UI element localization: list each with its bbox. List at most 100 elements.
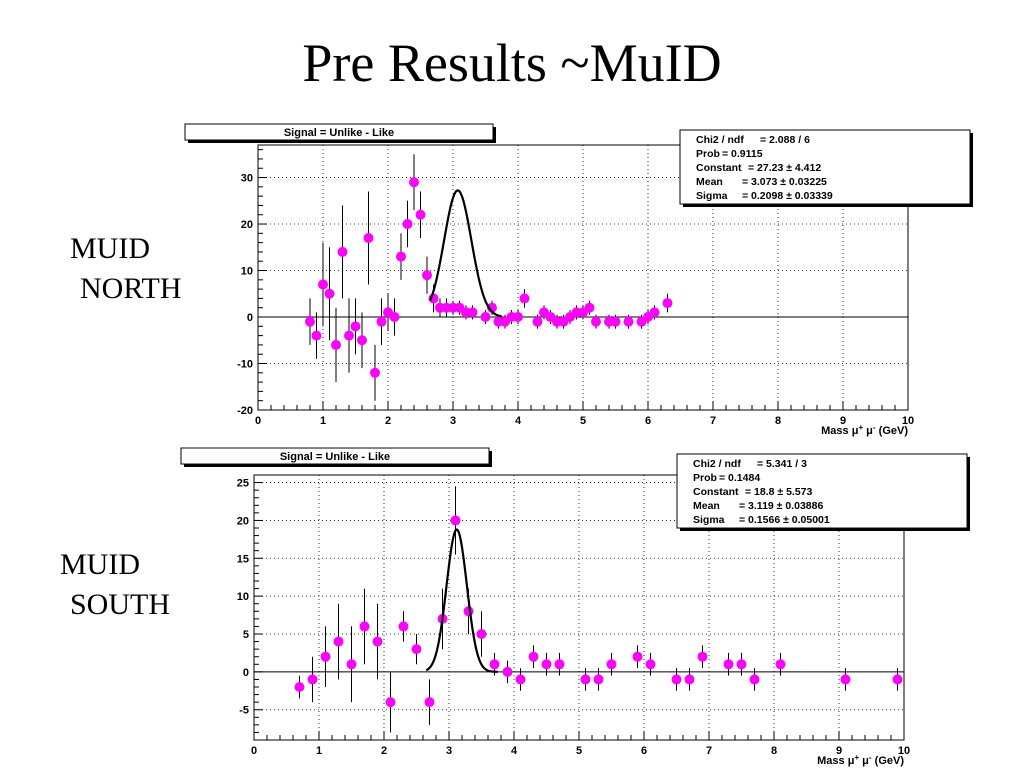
north-data-point: [467, 307, 478, 318]
south-data-point: [528, 651, 539, 662]
north-data-point: [623, 316, 634, 327]
south-x-tick-label: 1: [316, 745, 322, 757]
south-data-point: [333, 636, 344, 647]
north-x-tick-label: 4: [515, 415, 522, 427]
south-label-line-1: MUID: [60, 548, 140, 581]
north-y-tick-label: 10: [241, 266, 253, 278]
north-chart: 0 1 2 3 4 5 6 7 8 9 10 -20 -10 0 10 20 30 Mass μ+ μ- (GeV…: [184, 123, 973, 437]
north-data-point: [610, 316, 621, 327]
north-data-point: [324, 288, 335, 299]
north-stat-value: = 2.088 / 6: [760, 134, 810, 146]
south-stat-name: Constant: [693, 486, 739, 498]
north-chart-title: Signal = Unlike - Like: [284, 127, 394, 139]
south-data-point: [593, 674, 604, 685]
south-x-tick-label: 6: [641, 745, 647, 757]
south-title-box: [180, 447, 490, 465]
south-gaussian-fit-curve: [425, 528, 498, 673]
south-data-point: [697, 651, 708, 662]
south-stat-name: Chi2 / ndf: [693, 458, 741, 470]
north-data-point: [584, 302, 595, 313]
south-x-tick-label: 4: [511, 745, 518, 757]
north-y-tick-label: -10: [237, 359, 253, 371]
north-data-point: [480, 312, 491, 323]
north-data-point: [415, 209, 426, 220]
north-data-point: [357, 335, 367, 346]
south-data-point: [398, 621, 409, 632]
north-data-point: [370, 367, 380, 378]
south-data-point: [515, 674, 526, 685]
north-x-tick-label: 6: [645, 415, 651, 427]
south-data-point: [684, 674, 695, 685]
south-data-point: [424, 697, 435, 708]
north-data-point: [344, 330, 354, 341]
south-data-point: [749, 674, 760, 685]
north-x-tick-label: 2: [385, 415, 391, 427]
north-x-tick-label: 0: [255, 415, 261, 427]
north-data-point: [331, 339, 341, 350]
north-y-tick-label: -20: [237, 405, 253, 417]
south-data-point: [372, 636, 383, 647]
north-stat-value: = 3.073 ± 0.03225: [742, 176, 827, 188]
south-data-point: [450, 515, 461, 526]
south-x-tick-label: 0: [251, 745, 257, 757]
south-data-point: [359, 621, 370, 632]
south-data-point: [736, 659, 747, 670]
north-y-tick-label: 20: [241, 219, 253, 231]
north-data-point: [662, 298, 673, 309]
north-stat-name: Constant: [696, 162, 742, 174]
north-stat-name: Mean: [696, 176, 723, 188]
north-data-point: [305, 316, 315, 327]
north-data-point: [311, 330, 322, 341]
north-x-tick-label: 9: [840, 415, 846, 427]
south-data-point: [541, 659, 552, 670]
north-stats-box: [679, 129, 971, 205]
north-stat-value: = 0.2098 ± 0.03339: [742, 190, 833, 202]
north-stat-name: Prob: [696, 148, 720, 160]
north-data-point: [409, 177, 419, 188]
north-label-line-1: MUID: [70, 232, 150, 265]
south-data-point: [632, 651, 643, 662]
north-x-tick-label: 5: [580, 415, 586, 427]
north-stat-name: Chi2 / ndf: [696, 134, 744, 146]
south-stat-value: = 3.119 ± 0.03886: [739, 500, 823, 512]
south-y-tick-label: 25: [237, 478, 249, 490]
north-data-point: [337, 246, 348, 257]
north-data-point: [591, 316, 601, 327]
south-y-tick-label: 10: [237, 591, 249, 603]
north-x-tick-label: 1: [320, 415, 326, 427]
south-x-tick-label: 7: [706, 745, 712, 757]
south-y-tick-label: 15: [237, 553, 249, 565]
north-data-point: [532, 316, 543, 327]
slide-title: Pre Results ~MuID: [302, 33, 722, 93]
north-data-point: [376, 316, 387, 327]
south-stat-name: Sigma: [693, 514, 725, 526]
south-stat-value: = 18.8 ± 5.573: [745, 486, 813, 498]
south-x-tick-label: 3: [446, 745, 452, 757]
south-data-point: [320, 651, 331, 662]
south-stat-value: = 0.1484: [719, 472, 760, 484]
north-stat-value: = 0.9115: [722, 148, 763, 160]
north-data-point: [649, 307, 660, 318]
south-data-point: [385, 697, 396, 708]
north-x-tick-label: 3: [450, 415, 456, 427]
south-x-axis-label: Mass μ+ μ- (GeV): [817, 753, 904, 767]
south-chart: 0 1 2 3 4 5 6 7 8 9 10 -5 0 5 10 15 20 25 Mass μ+ μ- (GeV)…: [180, 447, 970, 767]
south-chart-title: Signal = Unlike - Like: [280, 451, 390, 463]
south-data-point: [307, 674, 318, 685]
south-stat-value: = 0.1566 ± 0.05001: [739, 514, 830, 526]
south-data-point: [723, 659, 734, 670]
north-data-point: [422, 270, 432, 281]
north-x-tick-label: 10: [902, 415, 914, 427]
north-stat-name: Sigma: [696, 190, 728, 202]
north-label-line-2: NORTH: [80, 272, 182, 305]
south-data-point: [580, 674, 591, 685]
north-x-axis-label: Mass μ+ μ- (GeV): [821, 423, 908, 437]
south-stat-name: Prob: [693, 472, 717, 484]
south-x-tick-label: 10: [898, 745, 910, 757]
south-data-point: [645, 659, 656, 670]
north-x-tick-label: 8: [775, 415, 781, 427]
north-gaussian-fit-curve: [429, 189, 502, 318]
north-data-point: [363, 232, 374, 243]
south-label-line-2: SOUTH: [70, 588, 171, 621]
